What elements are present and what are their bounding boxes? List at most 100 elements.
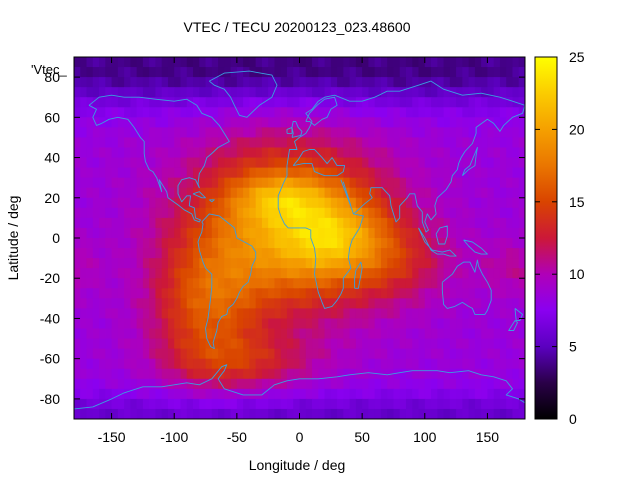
heatmap-cell xyxy=(161,77,169,88)
heatmap-cell xyxy=(211,378,219,390)
heatmap-cell xyxy=(236,97,244,108)
heatmap-cell xyxy=(274,127,282,139)
heatmap-cell xyxy=(481,278,489,289)
heatmap-cell xyxy=(268,77,276,88)
heatmap-cell xyxy=(211,177,219,189)
heatmap-cell xyxy=(199,187,207,199)
heatmap-cell xyxy=(255,97,263,108)
heatmap-cell xyxy=(205,57,213,68)
heatmap-cell xyxy=(512,157,520,169)
heatmap-cell xyxy=(337,268,344,279)
heatmap-cell xyxy=(80,67,88,78)
heatmap-cell xyxy=(174,388,182,400)
heatmap-cell xyxy=(74,368,81,380)
heatmap-cell xyxy=(111,338,119,350)
heatmap-cell xyxy=(318,378,326,390)
heatmap-cell xyxy=(86,318,94,330)
heatmap-cell xyxy=(261,217,269,229)
heatmap-cell xyxy=(230,278,238,289)
heatmap-cell xyxy=(343,328,351,340)
heatmap-cell xyxy=(424,157,432,169)
heatmap-cell xyxy=(512,378,520,390)
heatmap-cell xyxy=(431,238,438,249)
heatmap-cell xyxy=(199,388,207,400)
heatmap-cell xyxy=(468,67,476,78)
heatmap-cell xyxy=(468,147,476,159)
heatmap-cell xyxy=(318,238,326,249)
heatmap-cell xyxy=(180,408,188,419)
y-tick-label: -20 xyxy=(40,270,60,286)
heatmap-cell xyxy=(224,217,232,229)
heatmap-cell xyxy=(399,167,407,179)
heatmap-cell xyxy=(249,358,257,370)
heatmap-cell xyxy=(449,147,457,159)
heatmap-cell xyxy=(224,248,232,259)
x-tick-label: 150 xyxy=(476,429,500,445)
heatmap-cell xyxy=(493,77,501,88)
heatmap-cell xyxy=(462,97,470,108)
heatmap-cell xyxy=(393,107,401,118)
heatmap-cell xyxy=(380,408,388,419)
heatmap-cell xyxy=(136,338,144,350)
heatmap-cell xyxy=(136,207,144,219)
heatmap-cell xyxy=(243,288,250,299)
heatmap-cell xyxy=(255,398,263,410)
heatmap-cell xyxy=(193,177,200,189)
heatmap-cell xyxy=(249,207,257,219)
heatmap-cell xyxy=(261,308,269,320)
heatmap-cell xyxy=(387,298,395,309)
heatmap-cell xyxy=(374,127,382,139)
heatmap-cell xyxy=(456,248,463,259)
heatmap-cell xyxy=(230,217,238,229)
heatmap-cell xyxy=(236,117,244,128)
heatmap-cell xyxy=(349,268,357,279)
heatmap-cell xyxy=(74,328,81,340)
heatmap-cell xyxy=(211,248,219,259)
heatmap-cell xyxy=(437,328,445,340)
heatmap-cell xyxy=(506,77,514,88)
heatmap-cell xyxy=(261,127,269,139)
heatmap-cell xyxy=(86,127,94,139)
heatmap-cell xyxy=(399,388,407,400)
heatmap-cell xyxy=(506,388,514,400)
heatmap-cell xyxy=(280,87,288,98)
y-tick-label: -80 xyxy=(40,391,60,407)
heatmap-cell xyxy=(449,318,457,330)
heatmap-cell xyxy=(362,258,369,269)
heatmap-cell xyxy=(355,338,363,350)
heatmap-cell xyxy=(199,177,207,189)
heatmap-cell xyxy=(493,318,501,330)
heatmap-cell xyxy=(199,348,207,360)
x-tick-label: -150 xyxy=(98,429,126,445)
heatmap-cell xyxy=(337,137,344,149)
heatmap-cell xyxy=(387,157,395,169)
heatmap-cell xyxy=(293,258,301,269)
heatmap-cell xyxy=(449,288,457,299)
heatmap-cell xyxy=(431,187,438,199)
heatmap-cell xyxy=(518,77,525,88)
heatmap-cell xyxy=(74,57,81,68)
heatmap-cell xyxy=(186,137,194,149)
heatmap-cell xyxy=(493,87,501,98)
heatmap-cell xyxy=(230,328,238,340)
heatmap-cell xyxy=(99,408,106,419)
heatmap-cell xyxy=(80,157,88,169)
heatmap-cell xyxy=(449,298,457,309)
heatmap-cell xyxy=(243,368,250,380)
heatmap-cell xyxy=(117,288,125,299)
heatmap-cell xyxy=(387,288,395,299)
heatmap-cell xyxy=(268,117,276,128)
heatmap-cell xyxy=(136,398,144,410)
heatmap-cell xyxy=(136,288,144,299)
heatmap-cell xyxy=(286,227,294,239)
heatmap-cell xyxy=(180,358,188,370)
heatmap-cell xyxy=(487,107,495,118)
heatmap-cell xyxy=(186,227,194,239)
heatmap-cell xyxy=(111,157,119,169)
heatmap-cell xyxy=(374,258,382,269)
heatmap-cell xyxy=(161,398,169,410)
heatmap-cell xyxy=(230,137,238,149)
heatmap-cell xyxy=(80,137,88,149)
heatmap-cell xyxy=(105,77,113,88)
heatmap-cell xyxy=(474,308,482,320)
